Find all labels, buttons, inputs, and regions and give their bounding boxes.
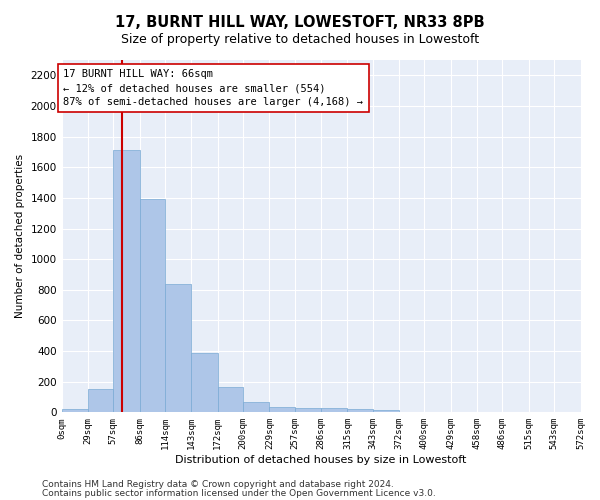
Bar — [218, 388, 243, 412]
Text: 17 BURNT HILL WAY: 66sqm
← 12% of detached houses are smaller (554)
87% of semi-: 17 BURNT HILL WAY: 66sqm ← 12% of detach… — [64, 69, 364, 107]
Bar — [373, 410, 399, 412]
Bar — [165, 284, 191, 412]
Bar — [347, 410, 373, 412]
X-axis label: Distribution of detached houses by size in Lowestoft: Distribution of detached houses by size … — [175, 455, 467, 465]
Bar — [62, 410, 88, 412]
Bar — [295, 408, 321, 412]
Bar — [88, 388, 113, 412]
Bar — [140, 198, 165, 412]
Text: Size of property relative to detached houses in Lowestoft: Size of property relative to detached ho… — [121, 32, 479, 46]
Bar — [243, 402, 269, 412]
Bar — [321, 408, 347, 412]
Bar — [269, 406, 295, 412]
Y-axis label: Number of detached properties: Number of detached properties — [15, 154, 25, 318]
Text: Contains HM Land Registry data © Crown copyright and database right 2024.: Contains HM Land Registry data © Crown c… — [42, 480, 394, 489]
Text: 17, BURNT HILL WAY, LOWESTOFT, NR33 8PB: 17, BURNT HILL WAY, LOWESTOFT, NR33 8PB — [115, 15, 485, 30]
Bar — [113, 150, 140, 412]
Text: Contains public sector information licensed under the Open Government Licence v3: Contains public sector information licen… — [42, 488, 436, 498]
Bar — [191, 354, 218, 412]
